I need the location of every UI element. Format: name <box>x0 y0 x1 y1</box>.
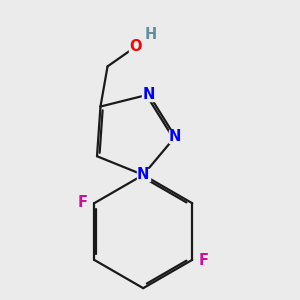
Bar <box>129 40 142 53</box>
Bar <box>169 130 182 143</box>
Text: O: O <box>129 39 142 54</box>
Bar <box>137 169 149 181</box>
Text: N: N <box>137 167 149 182</box>
Text: N: N <box>169 129 182 144</box>
Text: F: F <box>77 195 87 210</box>
Text: N: N <box>142 87 155 102</box>
Text: F: F <box>199 253 209 268</box>
Text: H: H <box>145 27 158 42</box>
Bar <box>142 88 155 101</box>
